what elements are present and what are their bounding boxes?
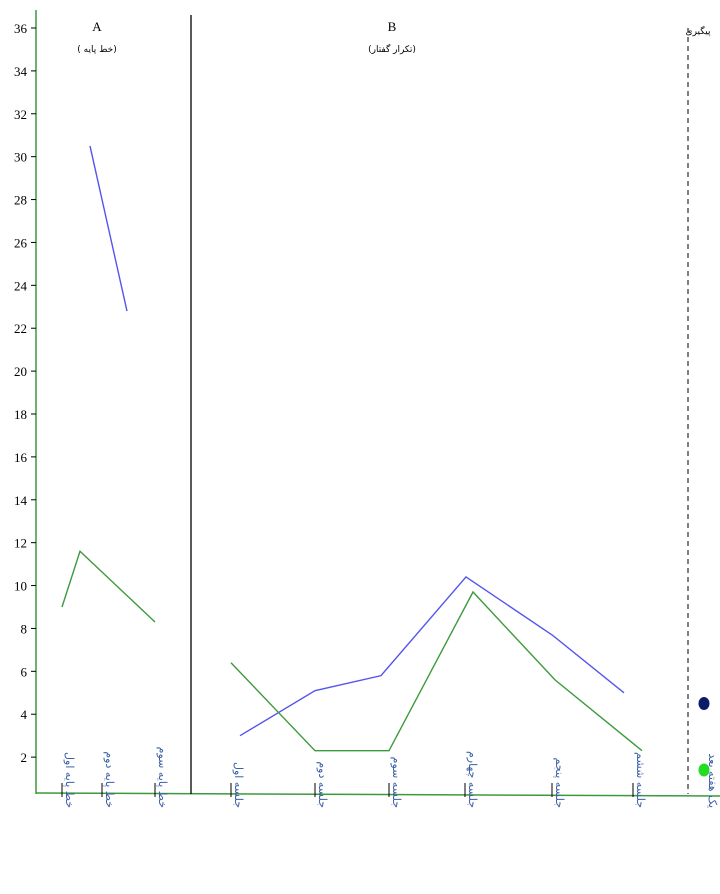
x-tick-label: جلسه ششم bbox=[634, 752, 647, 808]
series-2-line-baseline bbox=[61, 549, 156, 623]
x-ticks: خط پایه اول خط پایه دوم خط پایه سوم جلسه او… bbox=[61, 747, 719, 808]
y-tick-label: 30 bbox=[14, 150, 27, 165]
y-tick-label: 24 bbox=[14, 278, 28, 293]
y-tick-label: 32 bbox=[14, 107, 27, 122]
followup-points bbox=[698, 697, 710, 777]
x-tick-label: جلسه سوم bbox=[390, 757, 403, 808]
series-1-line-intervention bbox=[239, 576, 625, 737]
x-tick-label: خط پایه سوم bbox=[156, 747, 169, 808]
x-tick-label: جلسه دوم bbox=[316, 761, 329, 808]
followup-point-2 bbox=[698, 763, 710, 777]
series-lines bbox=[61, 145, 643, 752]
y-tick-label: 36 bbox=[14, 21, 28, 36]
y-tick-label: 4 bbox=[21, 707, 28, 722]
y-tick-label: 2 bbox=[21, 750, 28, 765]
x-axis bbox=[35, 792, 720, 797]
phase-a-title: A bbox=[92, 19, 102, 34]
series-2-line-intervention bbox=[230, 590, 643, 752]
series-1-line-baseline bbox=[89, 145, 128, 312]
phase-a-subtitle: (خط پایه ) bbox=[77, 45, 116, 55]
y-tick-label: 6 bbox=[21, 664, 28, 679]
y-tick-label: 10 bbox=[14, 579, 27, 594]
phase-followup-title: پیگیری bbox=[686, 25, 711, 37]
y-tick-label: 22 bbox=[14, 321, 27, 336]
y-tick-label: 8 bbox=[21, 621, 28, 636]
phase-b-subtitle: (تکرار گفتار) bbox=[368, 43, 416, 55]
x-tick-label: یک هفته بعد bbox=[706, 753, 719, 808]
y-tick-label: 26 bbox=[14, 235, 28, 250]
phase-b-title: B bbox=[388, 19, 397, 34]
x-tick-label: خط پایه اول bbox=[63, 752, 76, 808]
y-tick-label: 34 bbox=[14, 64, 28, 79]
followup-point-1 bbox=[698, 697, 710, 710]
x-tick-label: خط پایه دوم bbox=[103, 751, 116, 808]
x-tick-label: جلسه پنجم bbox=[553, 758, 566, 808]
x-tick-label: جلسه چهارم bbox=[466, 751, 479, 808]
x-tick-label: جلسه اول bbox=[232, 762, 245, 808]
y-tick-label: 18 bbox=[14, 407, 27, 422]
y-tick-label: 28 bbox=[14, 193, 27, 208]
y-tick-label: 12 bbox=[14, 536, 27, 551]
y-tick-label: 16 bbox=[14, 450, 28, 465]
y-tick-label: 20 bbox=[14, 364, 27, 379]
y-tick-label: 14 bbox=[14, 493, 28, 508]
